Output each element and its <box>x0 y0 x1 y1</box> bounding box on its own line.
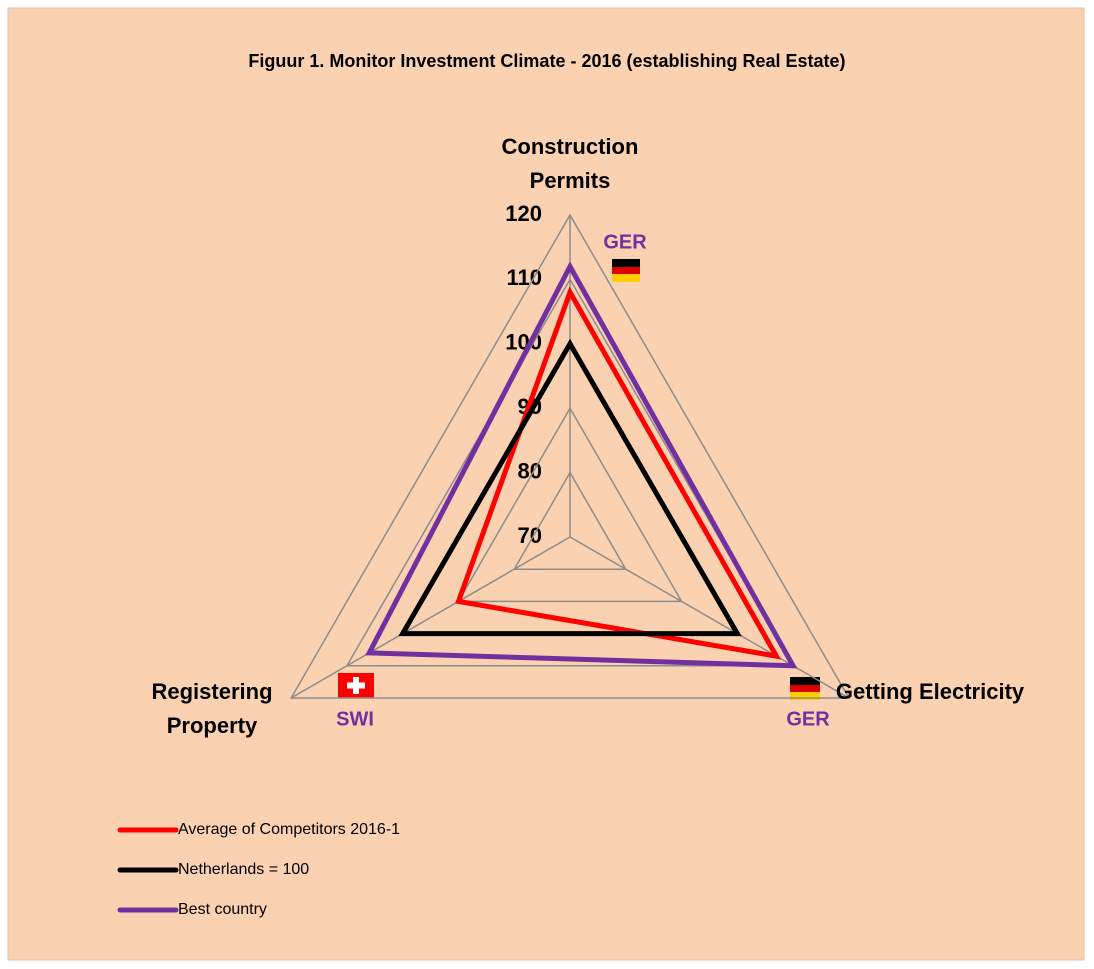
series-line <box>398 338 742 637</box>
flag-germany <box>612 274 640 282</box>
annotation: GER <box>786 708 830 730</box>
flag-germany <box>790 692 820 700</box>
chart-background <box>7 7 1085 961</box>
series-line <box>365 261 798 669</box>
axis-spoke <box>290 536 571 699</box>
annotation: SWI <box>336 708 374 730</box>
grid-ring <box>289 213 851 699</box>
grid-ring <box>512 471 628 570</box>
series-line <box>455 286 782 660</box>
flag-germany <box>612 267 640 274</box>
grid-ring <box>345 277 795 667</box>
category-label: Getting Electricity <box>835 679 1025 704</box>
flag-germany <box>612 259 640 267</box>
legend-label: Average of Competitors 2016-1 <box>178 821 400 838</box>
grid-ring <box>457 406 683 603</box>
tick-label: 110 <box>507 265 543 290</box>
category-label: Registering Property <box>151 679 273 738</box>
annotation: GER <box>603 231 647 253</box>
flag-germany <box>790 685 820 692</box>
tick-label: 120 <box>505 201 542 226</box>
category-label: Construction Permits <box>501 134 639 193</box>
flag-germany <box>790 677 820 685</box>
chart-title: Figuur 1. Monitor Investment Climate - 2… <box>248 51 845 71</box>
axis-spoke <box>569 536 850 699</box>
flag-switzerland <box>347 682 365 689</box>
legend-label: Best country <box>178 901 267 918</box>
legend-label: Netherlands = 100 <box>178 861 309 878</box>
